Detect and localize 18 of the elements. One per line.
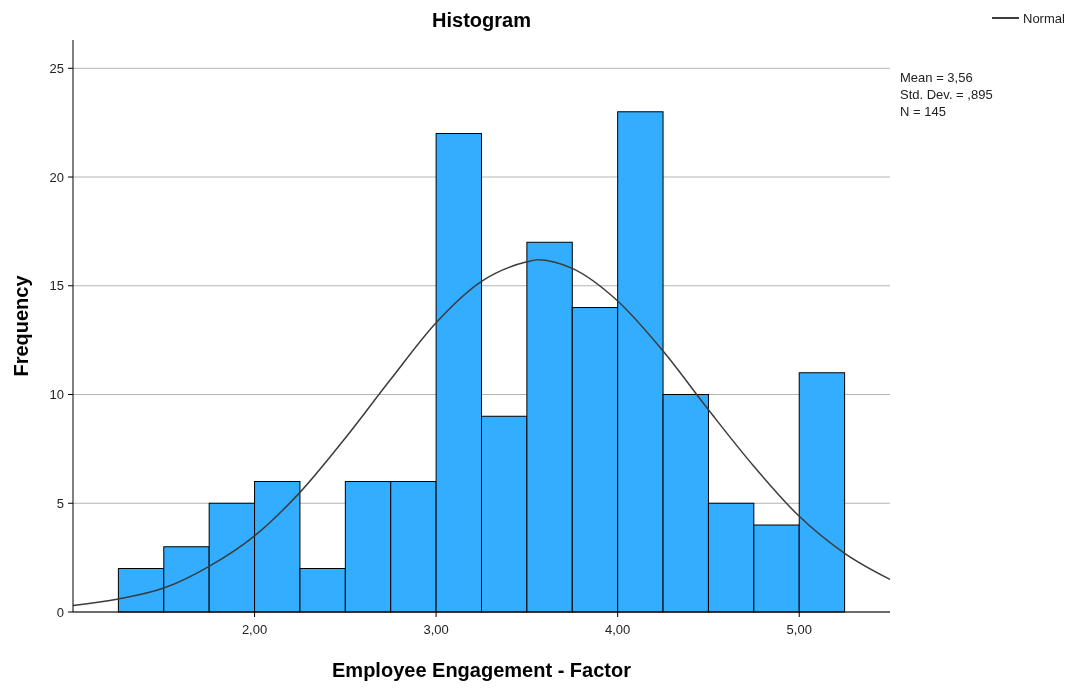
text: N = 145: [900, 104, 946, 119]
x-tick-label: 3,00: [423, 622, 449, 637]
x-tick-label: 4,00: [605, 622, 631, 637]
x-axis-title: Employee Engagement - Factor: [332, 659, 632, 681]
chart-title: Histogram: [432, 9, 531, 31]
y-tick-label: 0: [56, 604, 64, 620]
legend-label: Normal: [1023, 10, 1066, 26]
y-tick-label: 15: [49, 278, 64, 294]
y-tick-label: 20: [49, 169, 64, 185]
y-tick-label: 5: [56, 495, 64, 511]
text: Mean = 3,56: [900, 70, 973, 85]
x-tick-label: 2,00: [241, 622, 268, 637]
text: Std. Dev. = ,895: [900, 87, 993, 102]
x-tick-label: 5,00: [786, 622, 812, 637]
y-tick-label: 10: [49, 387, 64, 403]
line-series: [72, 258, 891, 607]
y-axis-title: Frequency: [10, 274, 32, 377]
y-tick-label: 25: [49, 60, 64, 76]
